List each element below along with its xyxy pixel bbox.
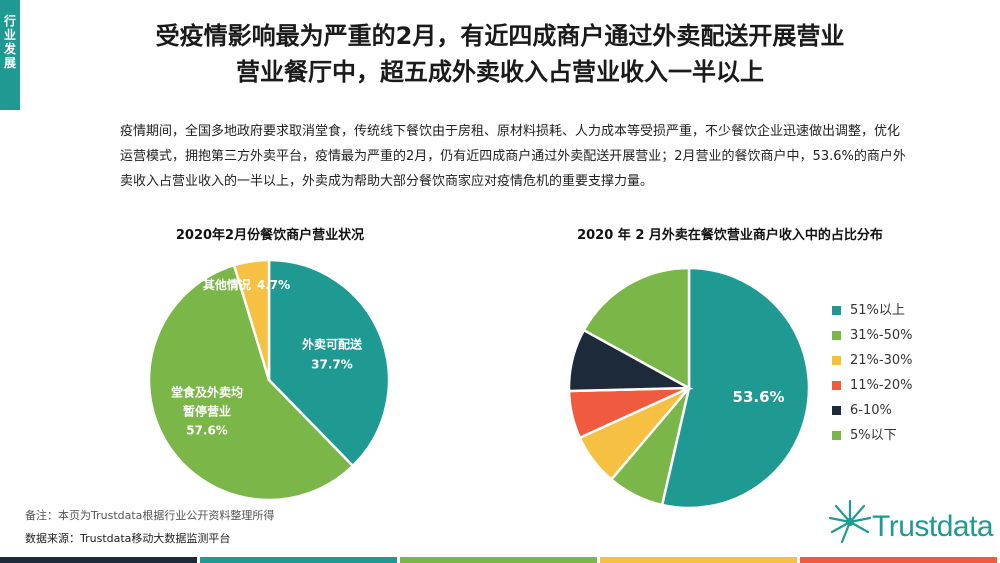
body-paragraph: 疫情期间，全国多地政府要求取消堂食，传统线下餐饮由于房租、原材料损耗、人力成本等…: [120, 124, 906, 189]
pie0-value-1: 57.6%: [186, 424, 228, 438]
bottom-bar-segment-1: [200, 557, 397, 563]
left-chart-title: 2020年2月份餐饮商户营业状况: [175, 228, 365, 243]
legend-label-1: 31%-50%: [850, 328, 913, 343]
legend-item-4: 6-10%: [832, 401, 912, 426]
pie1-slice-0: [660, 266, 811, 510]
legend-label-0: 51%以上: [850, 303, 905, 318]
trustdata-logo-icon: [828, 499, 872, 544]
legend-label-2: 21%-30%: [850, 353, 913, 368]
legend-item-0: 51%以上: [832, 301, 912, 326]
legend-label-4: 6-10%: [850, 403, 892, 418]
legend-swatch-3: [832, 381, 841, 390]
legend-swatch-2: [832, 356, 841, 365]
pie0-label-2: 其他情况: [203, 277, 251, 292]
side-tab-label: 行业发展: [3, 14, 16, 70]
right-chart-title: 2020 年 2 月外卖在餐饮营业商户收入中的占比分布: [577, 228, 883, 243]
pie0-value-0: 37.7%: [311, 357, 353, 371]
legend-swatch-0: [832, 306, 841, 315]
footnote-note: 备注：本页为Trustdata根据行业公开资料整理所得: [25, 509, 275, 522]
legend-swatch-5: [832, 431, 841, 440]
page-title: 受疫情影响最为严重的2月，有近四成商户通过外卖配送开展营业 营业餐厅中，超五成外…: [60, 18, 940, 90]
footnote-source: 数据来源：Trustdata移动大数据监测平台: [25, 532, 231, 545]
legend-swatch-1: [832, 331, 841, 340]
pie0-slice-1: [147, 263, 355, 502]
bottom-bar-segment-0: [0, 557, 197, 563]
legend-swatch-4: [832, 406, 841, 415]
pie0-label-0: 外卖可配送: [302, 336, 363, 351]
trustdata-logo-text: Trustdata: [872, 510, 994, 543]
bottom-bar-segment-2: [400, 557, 597, 563]
page-title-line-1: 受疫情影响最为严重的2月，有近四成商户通过外卖配送开展营业: [155, 22, 845, 50]
pie0-label-1b: 暂停营业: [183, 404, 231, 419]
pie0-label-1a: 堂食及外卖均: [171, 385, 243, 400]
legend-item-2: 21%-30%: [832, 351, 912, 376]
legend-item-5: 5%以下: [832, 426, 912, 451]
pie1-value-0: 53.6%: [733, 388, 785, 406]
legend-label-3: 11%-20%: [850, 378, 913, 393]
legend-label-5: 5%以下: [850, 428, 897, 443]
legend-item-3: 11%-20%: [832, 376, 912, 401]
page-title-line-2: 营业餐厅中，超五成外卖收入占营业收入一半以上: [236, 58, 764, 86]
pie0-slice-2: [232, 258, 271, 381]
pie0-value-2: 4.7%: [257, 278, 290, 292]
pie0-slice-0: [267, 258, 391, 468]
bottom-bar-segment-4: [800, 557, 997, 563]
legend-item-1: 31%-50%: [832, 326, 912, 351]
right-chart-legend: 51%以上 31%-50% 21%-30% 11%-20% 6-10% 5%以下: [832, 301, 912, 451]
pie1-slice-5: [582, 266, 691, 391]
side-tab: 行业发展: [0, 0, 20, 110]
bottom-bar-segment-3: [600, 557, 797, 563]
